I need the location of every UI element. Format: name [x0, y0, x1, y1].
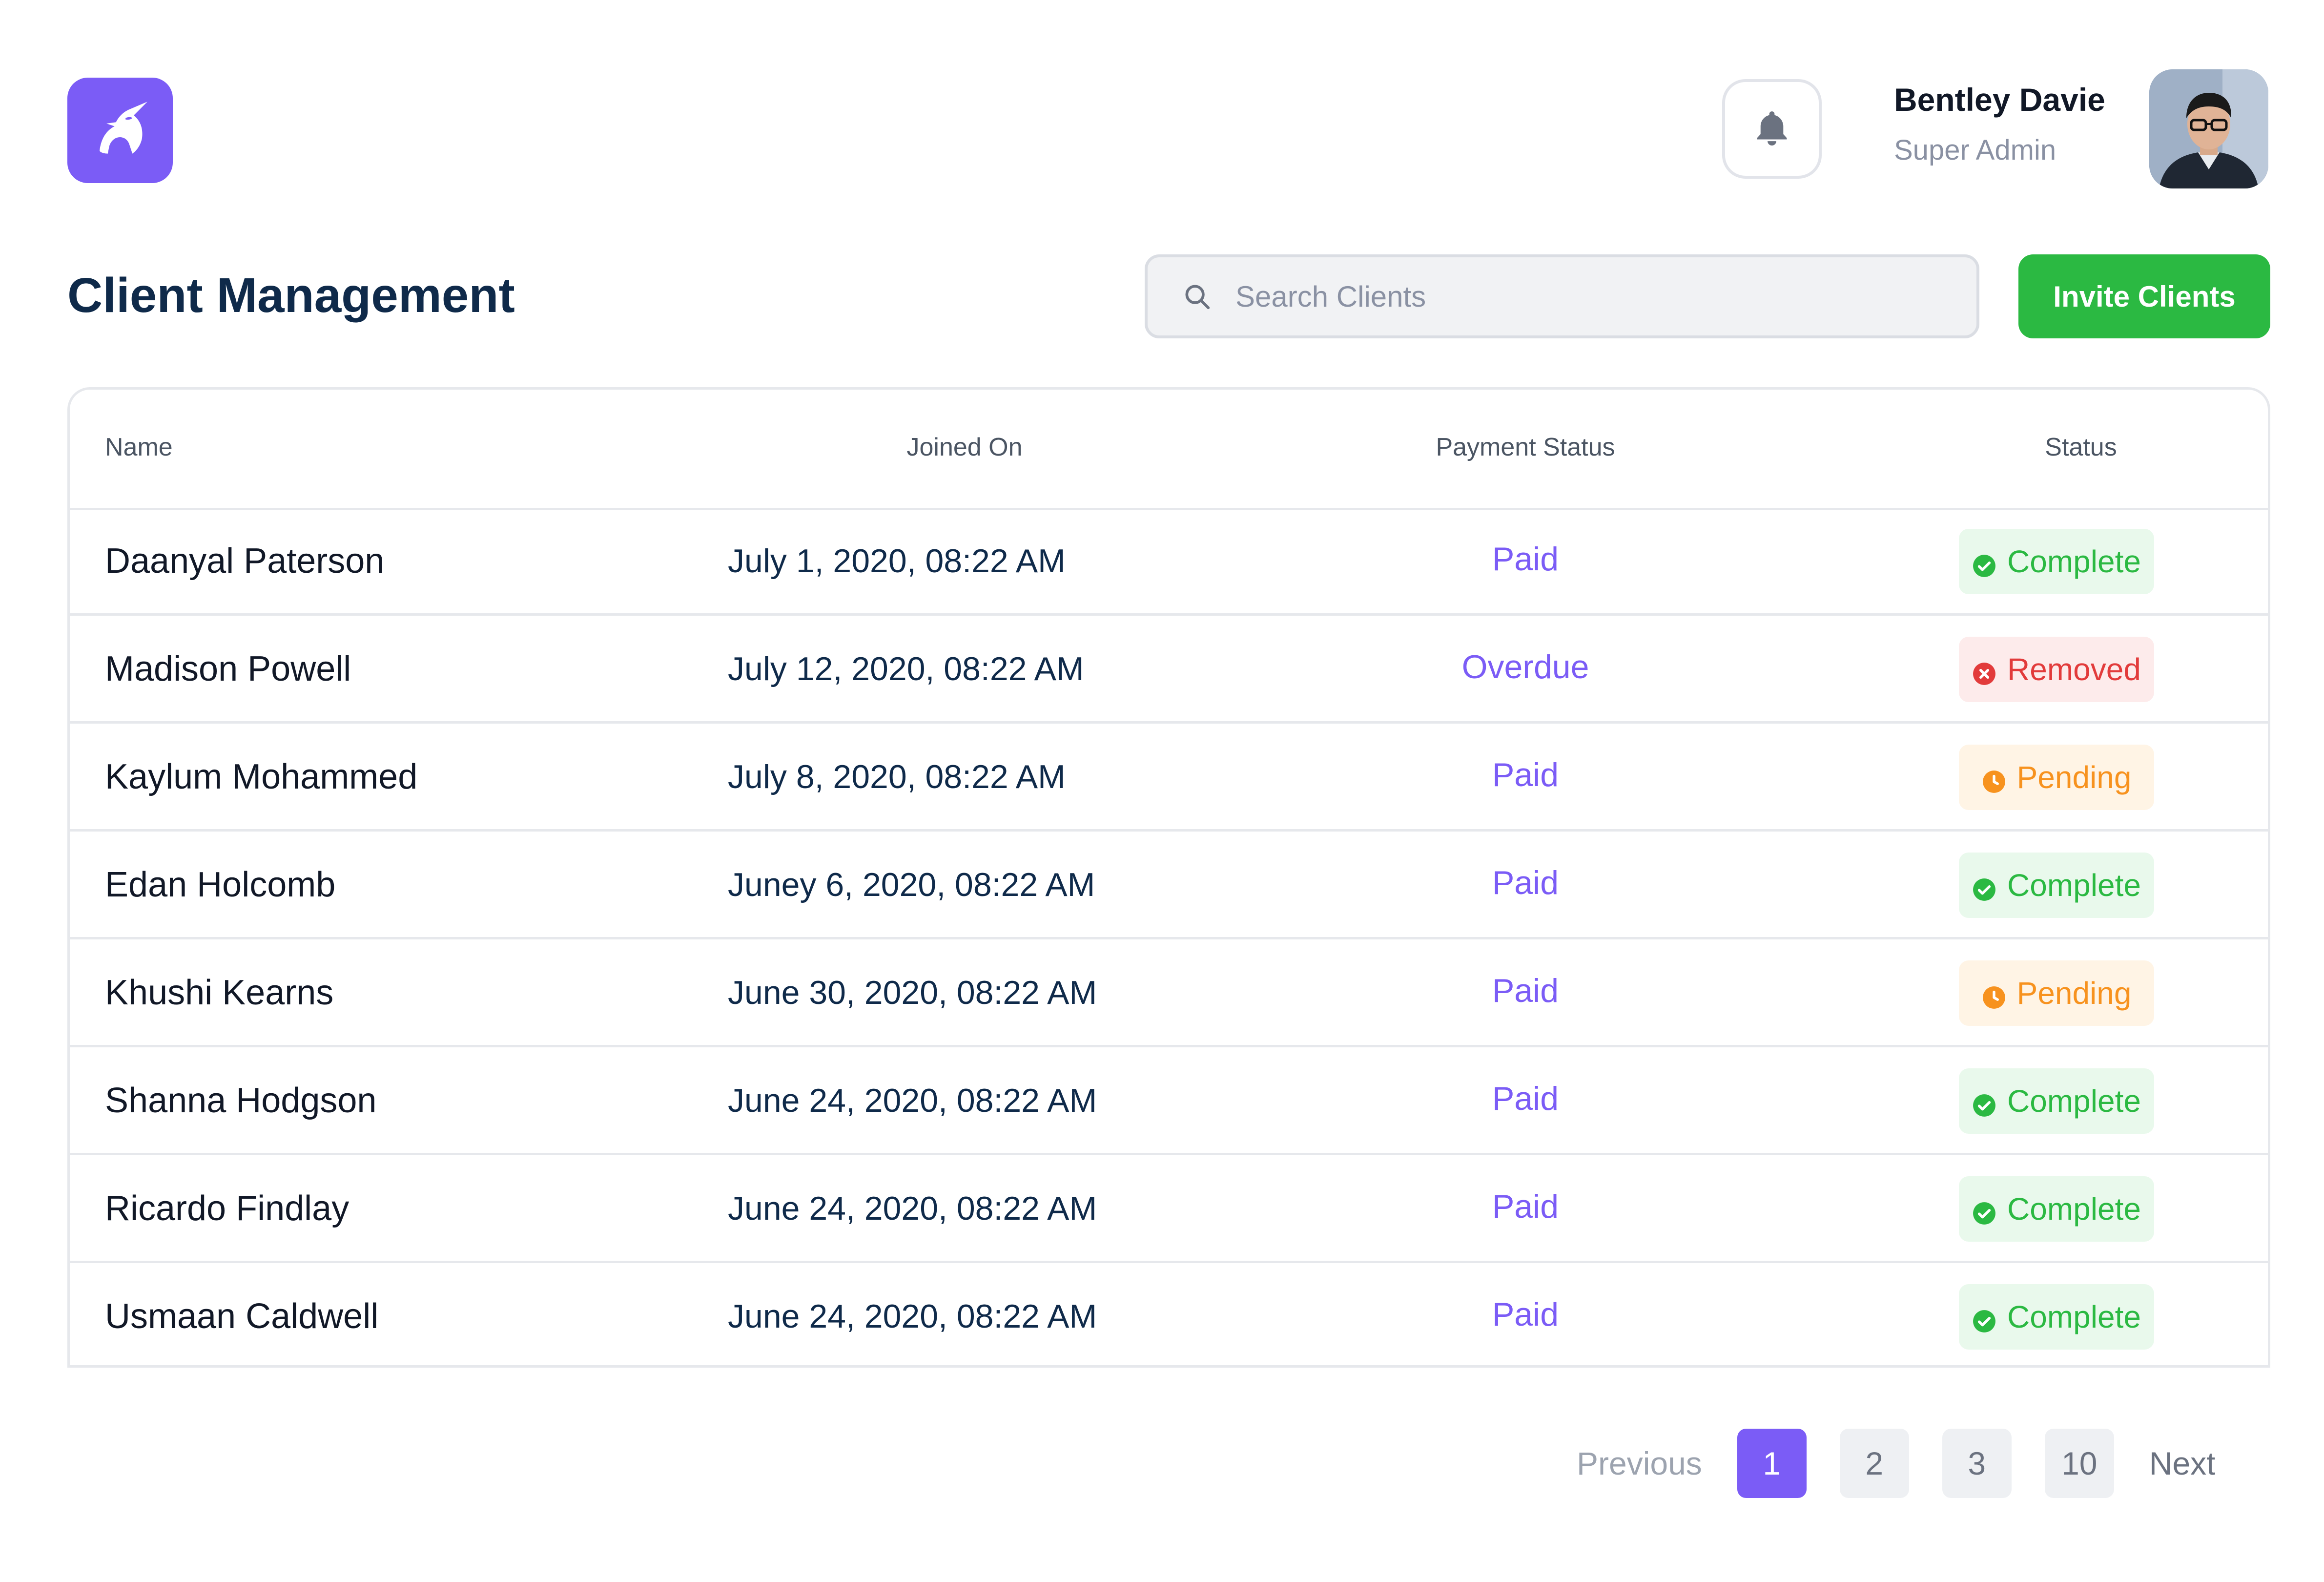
search-icon: [1185, 285, 1210, 310]
status-badge: Complete: [1959, 1068, 2154, 1134]
payment-status: Paid: [1492, 1296, 1559, 1333]
payment-status: Paid: [1492, 1188, 1559, 1225]
payment-status: Paid: [1492, 1080, 1559, 1117]
notifications-button[interactable]: [1722, 79, 1822, 179]
status-label: Complete: [2007, 1083, 2141, 1119]
search-input[interactable]: [1234, 279, 1920, 314]
column-header-name[interactable]: Name: [105, 433, 173, 461]
client-name: Kaylum Mohammed: [105, 757, 418, 796]
joined-on: July 8, 2020, 08:22 AM: [728, 758, 1066, 795]
page-title: Client Management: [67, 268, 515, 323]
page-button-3[interactable]: 3: [1942, 1429, 2012, 1498]
status-badge: Complete: [1959, 1284, 2154, 1350]
status-label: Pending: [2016, 976, 2132, 1011]
page-button-1[interactable]: 1: [1737, 1429, 1807, 1498]
client-name: Khushi Kearns: [105, 973, 334, 1012]
joined-on: June 24, 2020, 08:22 AM: [728, 1298, 1097, 1335]
status-label: Pending: [2016, 760, 2132, 795]
joined-on: June 30, 2020, 08:22 AM: [728, 974, 1097, 1011]
status-label: Complete: [2007, 1191, 2141, 1227]
payment-status: Paid: [1492, 541, 1559, 578]
status-badge: Complete: [1959, 1176, 2154, 1242]
page-button-10[interactable]: 10: [2044, 1429, 2114, 1498]
clients-table: Name Joined On Payment Status Status Daa…: [67, 387, 2270, 1368]
invite-clients-button[interactable]: Invite Clients: [2018, 254, 2270, 338]
check-circle-icon: [1972, 1089, 1996, 1117]
table-body: Daanyal Paterson July 1, 2020, 08:22 AM …: [70, 508, 2268, 1365]
check-circle-icon: [1972, 549, 1996, 577]
check-circle-icon: [1972, 1305, 1996, 1332]
x-circle-icon: [1972, 657, 1996, 685]
user-name: Bentley Davie: [1894, 82, 2105, 118]
column-header-payment-status[interactable]: Payment Status: [1436, 433, 1615, 461]
user-role: Super Admin: [1894, 134, 2057, 166]
table-row[interactable]: Madison Powell July 12, 2020, 08:22 AM O…: [70, 616, 2268, 724]
avatar-photo: [2149, 69, 2268, 188]
client-name: Usmaan Caldwell: [105, 1297, 379, 1336]
joined-on: June 24, 2020, 08:22 AM: [728, 1190, 1097, 1227]
check-circle-icon: [1972, 1197, 1996, 1225]
avatar[interactable]: [2149, 69, 2268, 188]
table-row[interactable]: Usmaan Caldwell June 24, 2020, 08:22 AM …: [70, 1263, 2268, 1365]
status-badge: Complete: [1959, 529, 2154, 594]
pagination: Previous 1 2 3 10 Next: [1577, 1429, 2216, 1498]
status-badge: Removed: [1959, 637, 2154, 702]
unicorn-logo-icon: [100, 102, 147, 154]
joined-on: July 12, 2020, 08:22 AM: [728, 650, 1084, 687]
client-name: Edan Holcomb: [105, 865, 336, 904]
table-row[interactable]: Edan Holcomb Juney 6, 2020, 08:22 AM Pai…: [70, 832, 2268, 939]
client-name: Daanyal Paterson: [105, 541, 385, 581]
table-header: Name Joined On Payment Status Status: [70, 390, 2268, 510]
check-circle-icon: [1972, 873, 1996, 901]
payment-status: Paid: [1492, 864, 1559, 901]
table-row[interactable]: Ricardo Findlay June 24, 2020, 08:22 AM …: [70, 1155, 2268, 1263]
bell-icon: [1757, 111, 1787, 146]
table-row[interactable]: Khushi Kearns June 30, 2020, 08:22 AM Pa…: [70, 939, 2268, 1047]
clock-icon: [1982, 981, 2006, 1009]
status-badge: Pending: [1959, 745, 2154, 810]
column-header-joined-on[interactable]: Joined On: [906, 433, 1023, 461]
status-label: Complete: [2007, 1299, 2141, 1334]
clock-icon: [1982, 765, 2006, 793]
joined-on: Juney 6, 2020, 08:22 AM: [728, 866, 1095, 903]
next-page-button[interactable]: Next: [2149, 1445, 2216, 1481]
status-badge: Pending: [1959, 960, 2154, 1026]
joined-on: July 1, 2020, 08:22 AM: [728, 542, 1066, 580]
payment-status: Paid: [1492, 756, 1559, 793]
client-name: Ricardo Findlay: [105, 1189, 350, 1228]
page-button-2[interactable]: 2: [1839, 1429, 1909, 1498]
table-row[interactable]: Kaylum Mohammed July 8, 2020, 08:22 AM P…: [70, 724, 2268, 832]
payment-status: Paid: [1492, 972, 1559, 1009]
app-logo[interactable]: [67, 78, 173, 183]
payment-status: Overdue: [1461, 648, 1589, 686]
status-label: Complete: [2007, 544, 2141, 579]
table-row[interactable]: Shanna Hodgson June 24, 2020, 08:22 AM P…: [70, 1047, 2268, 1155]
search-box[interactable]: [1145, 254, 1979, 338]
column-header-status[interactable]: Status: [2045, 433, 2117, 461]
joined-on: June 24, 2020, 08:22 AM: [728, 1082, 1097, 1119]
table-row[interactable]: Daanyal Paterson July 1, 2020, 08:22 AM …: [70, 508, 2268, 616]
client-name: Madison Powell: [105, 649, 351, 688]
status-label: Complete: [2007, 868, 2141, 903]
status-label: Removed: [2007, 652, 2141, 687]
previous-page-button[interactable]: Previous: [1577, 1445, 1702, 1481]
status-badge: Complete: [1959, 853, 2154, 918]
client-name: Shanna Hodgson: [105, 1081, 377, 1120]
